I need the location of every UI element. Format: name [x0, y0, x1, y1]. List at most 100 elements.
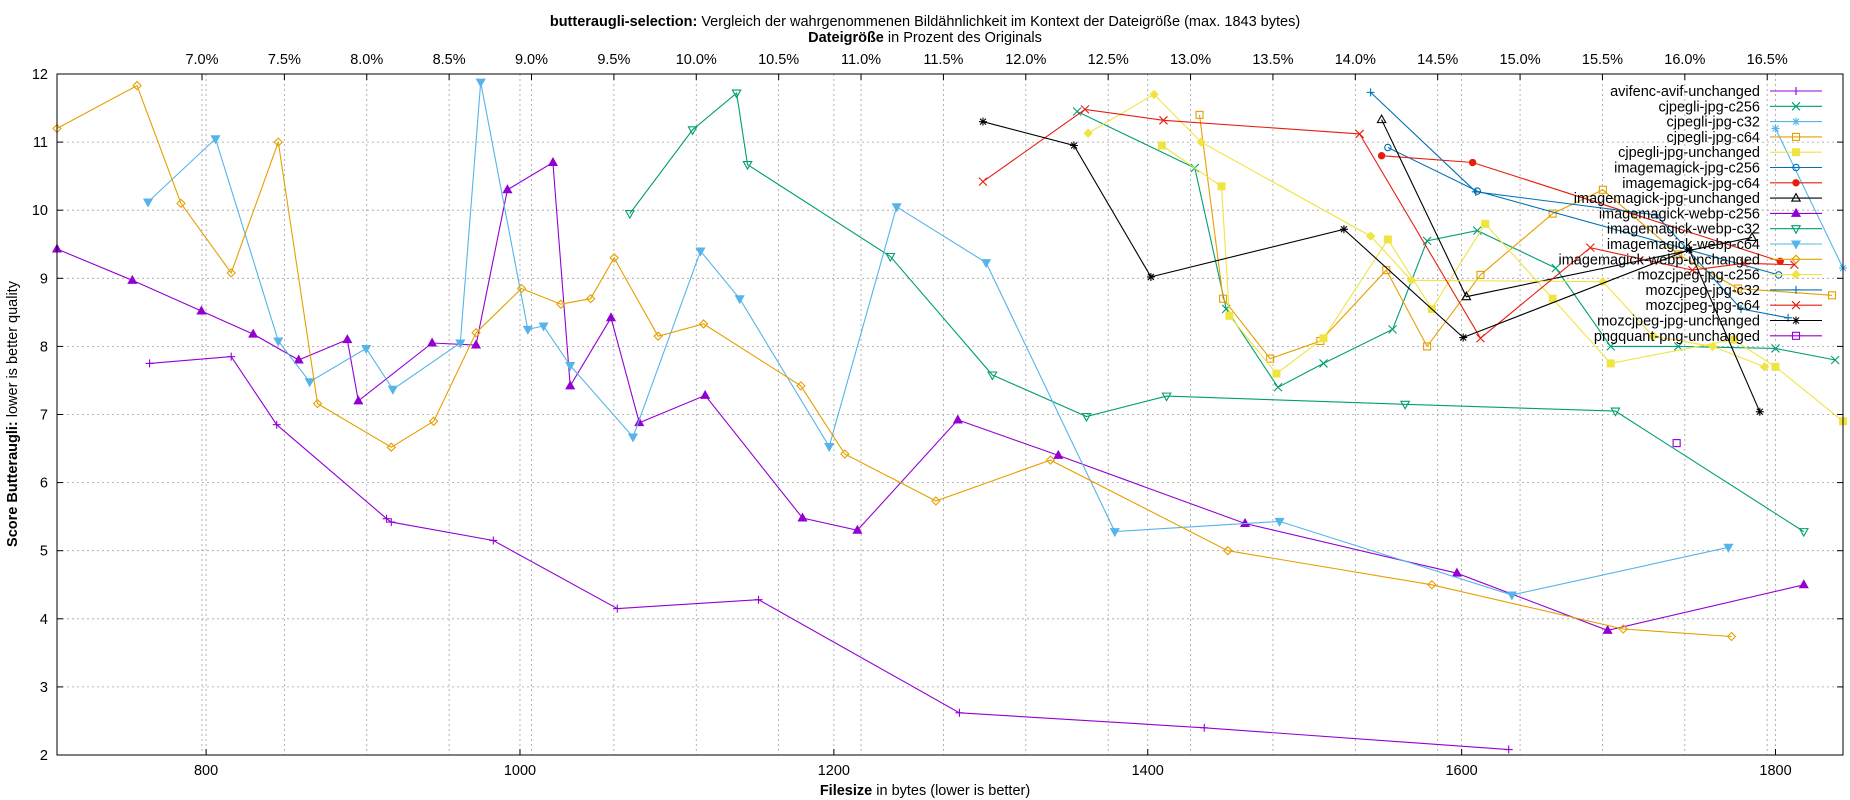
legend-item: imagemagick-webp-c32: [1607, 222, 1822, 238]
data-point: [624, 210, 635, 220]
data-point: [387, 385, 398, 395]
legend-item: imagemagick-jpg-c256: [1614, 161, 1822, 177]
data-point: [1223, 545, 1233, 556]
legend-label: imagemagick-jpg-unchanged: [1574, 191, 1760, 207]
data-point: [1109, 528, 1120, 538]
data-point: [1081, 412, 1092, 423]
data-point: [1771, 362, 1780, 371]
data-point: [127, 274, 138, 284]
data-point: [742, 161, 753, 171]
data-point: [1072, 107, 1082, 116]
series-layer: [51, 78, 1847, 754]
data-point: [1459, 333, 1468, 342]
series-mozcjpeg-jpg-c64: [978, 105, 1799, 343]
x2-tick-label: 7.0%: [185, 52, 218, 68]
data-point: [1606, 342, 1616, 351]
data-point: [653, 331, 663, 341]
data-point: [1736, 304, 1745, 313]
data-point: [1274, 517, 1285, 527]
data-point: [1161, 392, 1172, 402]
legend-marker: [1791, 331, 1801, 340]
x2-tick-label: 9.5%: [597, 52, 630, 68]
data-point: [1729, 335, 1738, 344]
data-point: [1217, 182, 1226, 191]
data-point: [1225, 311, 1234, 320]
y-axis-label-rest: lower is better quality: [5, 280, 21, 417]
legend-marker: [1791, 132, 1801, 141]
series-line: [56, 161, 1804, 631]
data-point: [955, 708, 964, 717]
data-point: [1451, 567, 1462, 577]
legend-label: pngquant-png-unchanged: [1594, 329, 1760, 345]
x-axis-label-bold: Filesize: [820, 783, 872, 799]
series-line: [56, 84, 1732, 638]
data-point: [1200, 723, 1209, 732]
legend-marker: [1792, 179, 1800, 187]
legend-item: avifenc-avif-unchanged: [1610, 84, 1822, 100]
data-point: [489, 536, 498, 545]
data-point: [1377, 152, 1386, 160]
x2-tick-label: 15.0%: [1500, 52, 1541, 68]
data-point: [248, 328, 259, 338]
legend-marker: [1792, 87, 1800, 95]
data-point: [987, 371, 998, 381]
legend-label: imagemagick-webp-c32: [1607, 222, 1760, 238]
data-point: [891, 203, 902, 213]
legend: avifenc-avif-unchangedcjpegli-jpg-c256cj…: [1558, 84, 1822, 345]
data-point: [547, 157, 558, 167]
grid-lines: [57, 73, 1843, 756]
data-point: [605, 312, 617, 322]
y-tick-label: 9: [40, 271, 48, 287]
x2-tick-label: 10.0%: [676, 52, 717, 68]
data-point: [1384, 143, 1392, 152]
x-axis-label: Filesize in bytes (lower is better): [820, 783, 1030, 799]
data-point: [1673, 342, 1683, 351]
data-point: [1476, 270, 1485, 279]
series-line: [1387, 147, 1779, 276]
legend-label: avifenc-avif-unchanged: [1610, 84, 1760, 100]
data-point: [1504, 745, 1513, 754]
data-point: [1476, 333, 1485, 343]
data-point: [1472, 226, 1482, 236]
data-point: [382, 514, 391, 523]
data-point: [1376, 114, 1387, 124]
data-point: [1648, 331, 1658, 341]
x2-axis-label: Dateigröße in Prozent des Originals: [808, 30, 1042, 46]
data-point: [1755, 407, 1764, 416]
data-point: [1771, 344, 1780, 353]
data-point: [428, 416, 439, 427]
data-point: [796, 381, 806, 391]
legend-item: imagemagick-webp-c256: [1599, 206, 1822, 222]
data-point: [1423, 342, 1432, 351]
data-point: [1652, 210, 1661, 219]
data-point: [1548, 294, 1557, 303]
data-point: [196, 305, 207, 315]
x2-tick-label: 14.5%: [1417, 52, 1458, 68]
data-point: [1383, 235, 1392, 244]
x-tick-label: 1000: [504, 763, 536, 779]
data-point: [273, 137, 284, 147]
data-point: [145, 359, 154, 368]
y-axis-label-bold: Score Butteraugli:: [5, 421, 21, 547]
data-point: [1685, 245, 1694, 254]
data-point: [1739, 258, 1749, 268]
series-cjpegli-jpg-c64: [1195, 110, 1837, 363]
data-point: [1827, 291, 1837, 300]
legend-item: cjpegli-jpg-c64: [1667, 130, 1822, 146]
x2-tick-label: 11.0%: [841, 52, 881, 68]
data-point: [1461, 291, 1472, 301]
legend-marker: [1792, 163, 1800, 172]
data-point: [1618, 624, 1629, 634]
data-point: [1273, 382, 1283, 392]
data-point: [1365, 231, 1376, 241]
legend-label: imagemagick-jpg-c256: [1614, 161, 1760, 177]
data-point: [1388, 324, 1397, 334]
legend-item: cjpegli-jpg-c32: [1667, 115, 1822, 131]
legend-marker: [1791, 300, 1801, 310]
x-tick-label: 800: [194, 763, 218, 779]
legend-label: cjpegli-jpg-c256: [1658, 99, 1760, 115]
data-point: [931, 496, 941, 506]
data-point: [293, 354, 304, 364]
legend-label: mozcjpeg-jpg-c64: [1646, 298, 1760, 314]
data-point: [1598, 185, 1607, 194]
